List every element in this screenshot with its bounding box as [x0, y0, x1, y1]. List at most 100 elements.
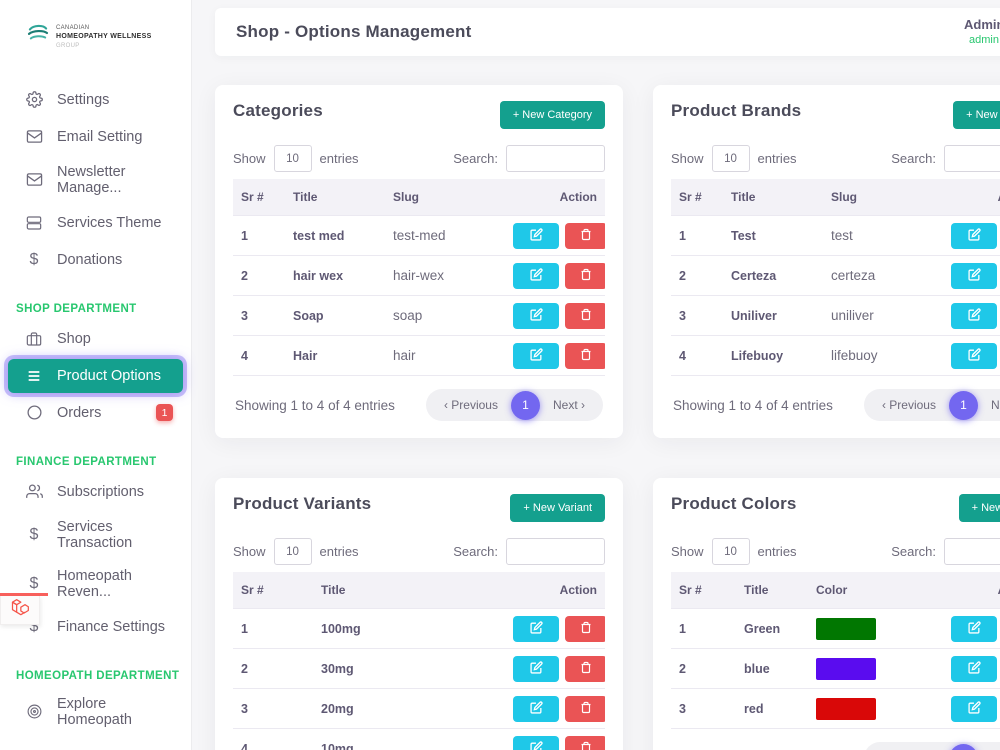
edit-button[interactable]: [951, 695, 997, 722]
delete-button[interactable]: [565, 222, 605, 249]
card-categories: Categories + New Category Show entries S…: [215, 85, 623, 438]
search-label: Search:: [453, 544, 498, 559]
pagination-page-1[interactable]: 1: [948, 743, 978, 750]
edit-button[interactable]: [513, 342, 559, 369]
delete-button[interactable]: [565, 342, 605, 369]
edit-button[interactable]: [513, 222, 559, 249]
sidebar-item-homeopath-reven[interactable]: $ Homeopath Reven...: [8, 561, 183, 607]
column-header[interactable]: Title: [313, 572, 505, 609]
edit-button[interactable]: [951, 342, 997, 369]
column-header[interactable]: Action: [943, 179, 1000, 216]
user-menu[interactable]: Admin admin: [964, 17, 1000, 46]
sidebar-item-donations[interactable]: $ Donations: [8, 243, 183, 277]
edit-button[interactable]: [951, 615, 997, 642]
trash-icon: [580, 741, 592, 750]
column-header[interactable]: Sr #: [671, 572, 736, 609]
table-row: 2 blue: [671, 648, 1000, 689]
sr-cell: 1: [233, 215, 285, 256]
column-header[interactable]: Slug: [823, 179, 943, 216]
pagination-previous[interactable]: ‹ Previous: [881, 398, 936, 412]
sidebar-item-label: Shop: [57, 330, 91, 347]
pagination-page-1[interactable]: 1: [948, 390, 978, 420]
sidebar-item-subscriptions[interactable]: Subscriptions: [8, 475, 183, 509]
card-product-variants: Product Variants + New Variant Show entr…: [215, 478, 623, 750]
search-input[interactable]: [944, 145, 1000, 172]
pagination-page-1[interactable]: 1: [510, 390, 540, 420]
column-header[interactable]: Slug: [385, 179, 505, 216]
new-product-brands-button[interactable]: + New Brand: [953, 101, 1000, 129]
page-length-select[interactable]: [711, 538, 750, 565]
sidebar-item-email-setting[interactable]: Email Setting: [8, 120, 183, 154]
delete-button[interactable]: [565, 302, 605, 329]
edit-button[interactable]: [513, 302, 559, 329]
edit-button[interactable]: [951, 302, 997, 329]
edit-button[interactable]: [951, 262, 997, 289]
sidebar-item-settings[interactable]: Settings: [8, 83, 183, 117]
edit-button[interactable]: [513, 735, 559, 750]
column-header[interactable]: Sr #: [233, 179, 285, 216]
new-categories-button[interactable]: + New Category: [499, 101, 605, 129]
sr-cell: 4: [233, 728, 313, 750]
search-input[interactable]: [944, 538, 1000, 565]
sidebar-item-explore-homeopath[interactable]: Explore Homeopath: [8, 689, 183, 735]
edit-button[interactable]: [951, 655, 997, 682]
delete-button[interactable]: [565, 655, 605, 682]
column-header[interactable]: Title: [723, 179, 823, 216]
sidebar-item-services-theme[interactable]: Services Theme: [8, 206, 183, 240]
column-header[interactable]: Action: [943, 572, 1000, 609]
new-product-colors-button[interactable]: + New color: [958, 494, 1000, 522]
action-cell: [505, 728, 605, 750]
sidebar-item-shop[interactable]: Shop: [8, 322, 183, 356]
trash-icon: [580, 701, 592, 717]
delete-button[interactable]: [565, 262, 605, 289]
table-row: 2 Certeza certeza: [671, 255, 1000, 296]
pagination-next[interactable]: Next ›: [990, 398, 1000, 412]
edit-button[interactable]: [513, 655, 559, 682]
column-header[interactable]: Action: [505, 179, 605, 216]
card-title: Product Variants: [233, 494, 372, 513]
mail-icon: [24, 127, 44, 147]
sidebar-item-services-transaction[interactable]: $ Services Transaction: [8, 512, 183, 558]
sidebar-item-orders[interactable]: Orders 1: [8, 396, 183, 430]
debugbar-toggle[interactable]: [0, 593, 48, 625]
trash-icon: [580, 621, 592, 637]
edit-button[interactable]: [513, 262, 559, 289]
sr-cell: 3: [233, 295, 285, 336]
brand-logo[interactable]: CANADIAN HOMEOPATHY WELLNESS GROUP: [0, 0, 191, 55]
pagination-previous[interactable]: ‹ Previous: [443, 398, 498, 412]
edit-button[interactable]: [513, 695, 559, 722]
delete-button[interactable]: [565, 735, 605, 750]
action-cell: [943, 688, 1000, 729]
column-header[interactable]: Action: [505, 572, 605, 609]
sidebar-item-finance-settings[interactable]: $ Finance Settings: [8, 610, 183, 644]
column-header[interactable]: Color: [808, 572, 943, 609]
sr-cell: 2: [671, 648, 736, 689]
slug-cell: hair: [385, 335, 505, 376]
delete-button[interactable]: [565, 695, 605, 722]
table-row: 1 test med test-med: [233, 215, 605, 256]
edit-button[interactable]: [513, 615, 559, 642]
page-length-select[interactable]: [711, 145, 750, 172]
page-length-select[interactable]: [273, 145, 312, 172]
search-input[interactable]: [506, 538, 605, 565]
column-header[interactable]: Title: [285, 179, 385, 216]
edit-button[interactable]: [951, 222, 997, 249]
sr-cell: 3: [671, 688, 736, 729]
delete-button[interactable]: [565, 615, 605, 642]
column-header[interactable]: Sr #: [671, 179, 723, 216]
table-row: 3 red: [671, 688, 1000, 729]
column-header[interactable]: Sr #: [233, 572, 313, 609]
search-input[interactable]: [506, 145, 605, 172]
sidebar-item-product-options[interactable]: Product Options: [8, 358, 183, 393]
column-header[interactable]: Title: [736, 572, 808, 609]
main-content: Shop - Options Management Admin admin Ca…: [192, 0, 1000, 750]
pagination-next[interactable]: Next ›: [552, 398, 585, 412]
dollar-icon: $: [29, 525, 39, 543]
title-cell: 10mg: [313, 728, 505, 750]
edit-icon: [967, 620, 981, 637]
new-product-variants-button[interactable]: + New Variant: [510, 494, 605, 522]
page-length-select[interactable]: [273, 538, 312, 565]
slug-cell: test: [823, 215, 943, 256]
sidebar-item-newsletter-manage[interactable]: Newsletter Manage...: [8, 157, 183, 203]
entries-label: entries: [319, 544, 359, 559]
